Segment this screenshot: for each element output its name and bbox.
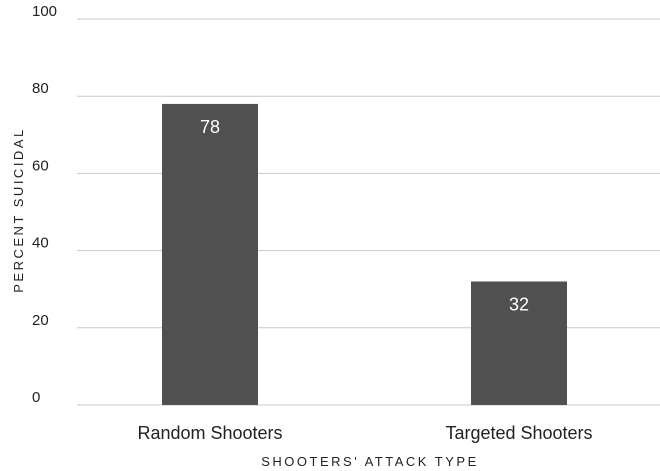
bars: 78 32 [162, 103, 567, 406]
y-tick-label-20: 20 [32, 312, 49, 329]
bar-1 [162, 103, 258, 406]
x-axis-categories: Random Shooters Targeted Shooters [137, 423, 592, 443]
x-category-label-1: Random Shooters [137, 423, 282, 443]
x-category-label-2: Targeted Shooters [445, 423, 592, 443]
y-tick-label-60: 60 [32, 157, 49, 174]
y-tick-label-40: 40 [32, 235, 49, 252]
y-tick-label-0: 0 [32, 389, 40, 406]
bar-value-label-1: 78 [200, 117, 220, 137]
x-axis-title: SHOOTERS' ATTACK TYPE [261, 454, 479, 469]
y-tick-label-80: 80 [32, 80, 49, 97]
y-tick-label-100: 100 [32, 3, 57, 20]
bar-2 [471, 281, 567, 405]
y-axis-ticks: 0 20 40 60 80 100 [32, 3, 57, 406]
bar-value-label-2: 32 [509, 294, 529, 314]
y-axis-title: PERCENT SUICIDAL [11, 127, 26, 292]
